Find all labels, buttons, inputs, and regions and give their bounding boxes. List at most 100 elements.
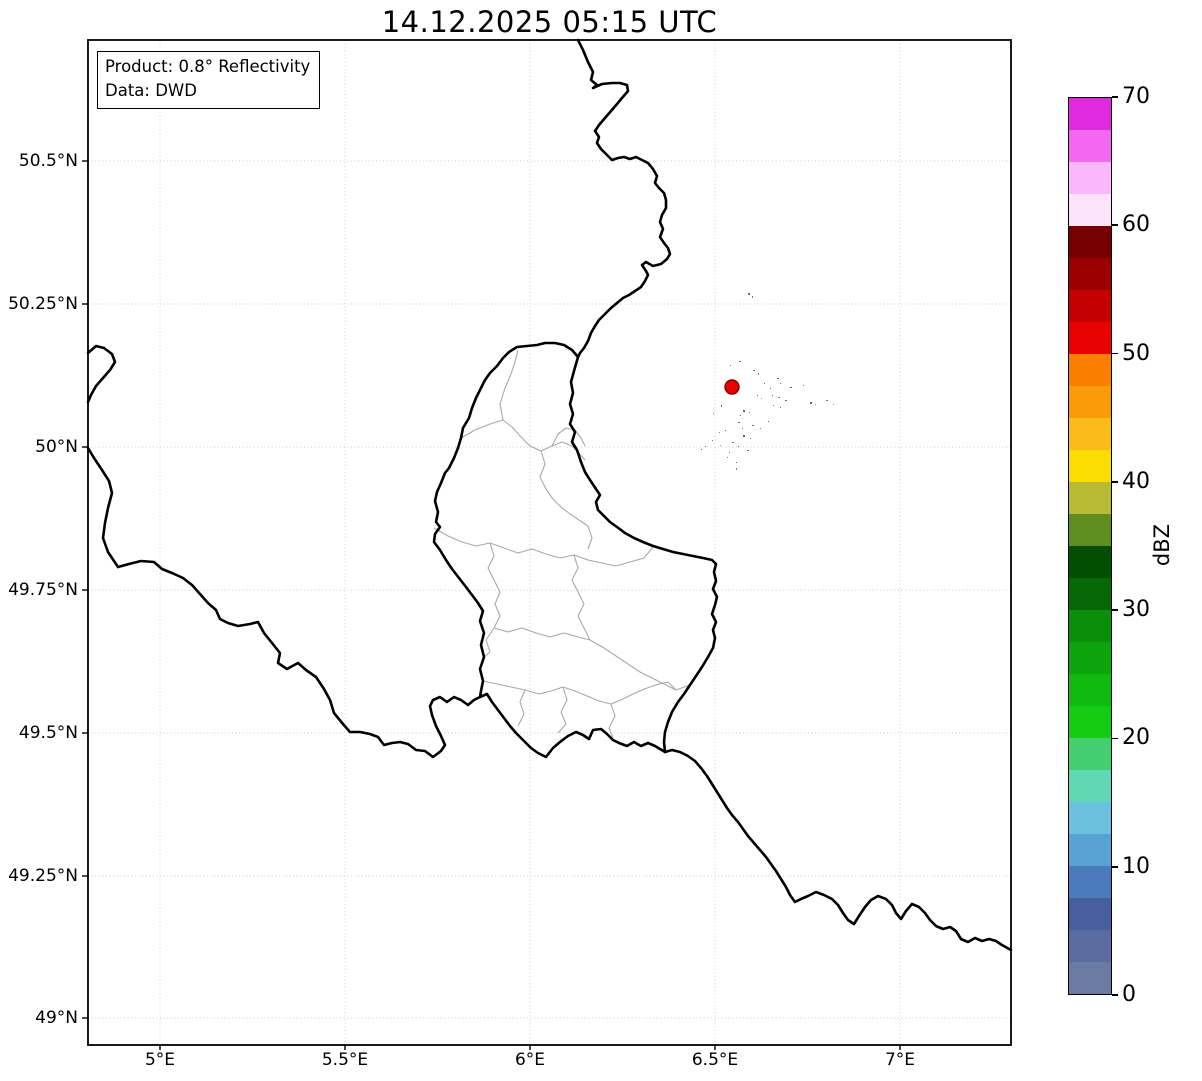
colorbar-segment [1069,898,1111,930]
colorbar-segment [1069,706,1111,738]
radar-echo-pixel [753,370,755,371]
colorbar-tick-label: 30 [1122,597,1150,623]
radar-echo-pixel [780,383,781,384]
radar-echo-pixel [810,402,812,404]
radar-echo-pixel [761,398,762,399]
canton-border-path [483,627,495,658]
radar-echo-pixel [749,412,750,413]
colorbar-segment [1069,610,1111,642]
x-tick-label: 5°E [144,1050,176,1070]
radar-echo-pixel [780,407,781,408]
radar-echo-pixel [705,446,706,447]
canton-border-path [433,527,654,567]
colorbar-tick-label: 50 [1122,340,1150,366]
canton-border-path [482,680,677,705]
country-border-path [86,344,117,404]
y-tick-label: 50.25°N [8,294,78,314]
info-box: Product: 0.8° Reflectivity Data: DWD [97,51,321,109]
radar-echo-pixel [730,365,731,366]
colorbar-segment [1069,514,1111,546]
radar-echo-pixel [740,415,741,416]
radar-echo-pixel [785,400,787,401]
country-border-path [86,446,482,759]
colorbar-tick-mark [1112,224,1118,227]
colorbar-tick-label: 70 [1122,84,1150,109]
radar-echo-pixel [777,378,779,379]
colorbar-segment [1069,482,1111,514]
colorbar-tick-label: 20 [1122,725,1150,751]
colorbar-tick-label: 0 [1122,982,1136,1007]
colorbar-tick-label: 60 [1122,212,1150,238]
radar-echo-pixel [790,387,792,388]
y-tick-label: 49.25°N [8,866,78,886]
country-border-path [576,38,672,359]
radar-echo-pixel [778,397,780,398]
radar-echo-pixel [803,385,804,386]
colorbar-segment [1069,738,1111,770]
colorbar-axis-label: dBZ [1150,523,1174,567]
colorbar-tick-mark [1112,481,1118,483]
y-tick-label: 49.75°N [8,580,78,600]
radar-echo-pixel [721,405,722,407]
colorbar-segment [1069,450,1111,482]
radar-echo-pixel [758,373,759,375]
canton-border-path [551,427,586,447]
canton-border-path [571,554,591,641]
radar-echo-pixel [739,361,741,362]
colorbar [1068,97,1112,995]
radar-echo-pixel [764,383,765,384]
radar-echo-pixel [720,445,721,446]
radar-echo-pixel [752,296,753,298]
colorbar-segment [1069,98,1111,130]
figure-title: 14.12.2025 05:15 UTC [381,5,718,39]
colorbar-segment [1069,578,1111,610]
colorbar-tick-mark [1112,737,1118,740]
colorbar-segment [1069,290,1111,322]
radar-echo-pixel [713,413,714,414]
radar-echo-pixel [712,440,713,441]
radar-echo-pixel [750,438,751,439]
canton-border-path [487,542,501,629]
colorbar-segment [1069,546,1111,578]
colorbar-tick-mark [1112,994,1118,996]
colorbar-tick-label: 40 [1122,468,1150,494]
radar-echo-pixel [738,422,740,423]
colorbar-segment [1069,642,1111,674]
canton-border-path [608,703,616,739]
x-tick-label: 6.5°E [691,1050,739,1070]
country-border-path [432,341,719,759]
radar-echo-pixel [743,410,745,412]
radar-echo-pixel [760,428,761,429]
y-tick-label: 50.5°N [18,151,78,171]
radar-echo-pixel [729,452,730,453]
y-tick-label: 50°N [35,437,78,457]
colorbar-tick-mark [1112,609,1118,611]
colorbar-tick-mark [1112,865,1118,868]
canton-border-path [460,419,586,461]
radar-echo-pixel [732,442,734,443]
colorbar-segment [1069,226,1111,258]
colorbar-segment [1069,674,1111,706]
radar-echo-pixel [770,388,771,389]
x-tick-label: 5.5°E [321,1050,369,1070]
radar-echo-pixel [743,435,745,437]
canton-border-path [557,686,568,734]
info-box-product: Product: 0.8° Reflectivity [105,57,311,76]
colorbar-segment [1069,770,1111,802]
radar-echo-pixel [815,404,816,405]
colorbar-segment [1069,962,1111,994]
radar-echo-pixel [757,395,758,396]
colorbar-segment [1069,162,1111,194]
radar-echo-pixel [752,425,754,426]
radar-echo-pixel [725,430,726,431]
radar-echo-pixel [719,432,720,433]
colorbar-segment [1069,834,1111,866]
radar-site-marker [724,379,740,395]
y-tick-label: 49.5°N [18,723,78,743]
colorbar-segment [1069,130,1111,162]
country-border-path [663,748,1013,952]
x-tick-label: 6°E [514,1050,546,1070]
colorbar-segment [1069,386,1111,418]
